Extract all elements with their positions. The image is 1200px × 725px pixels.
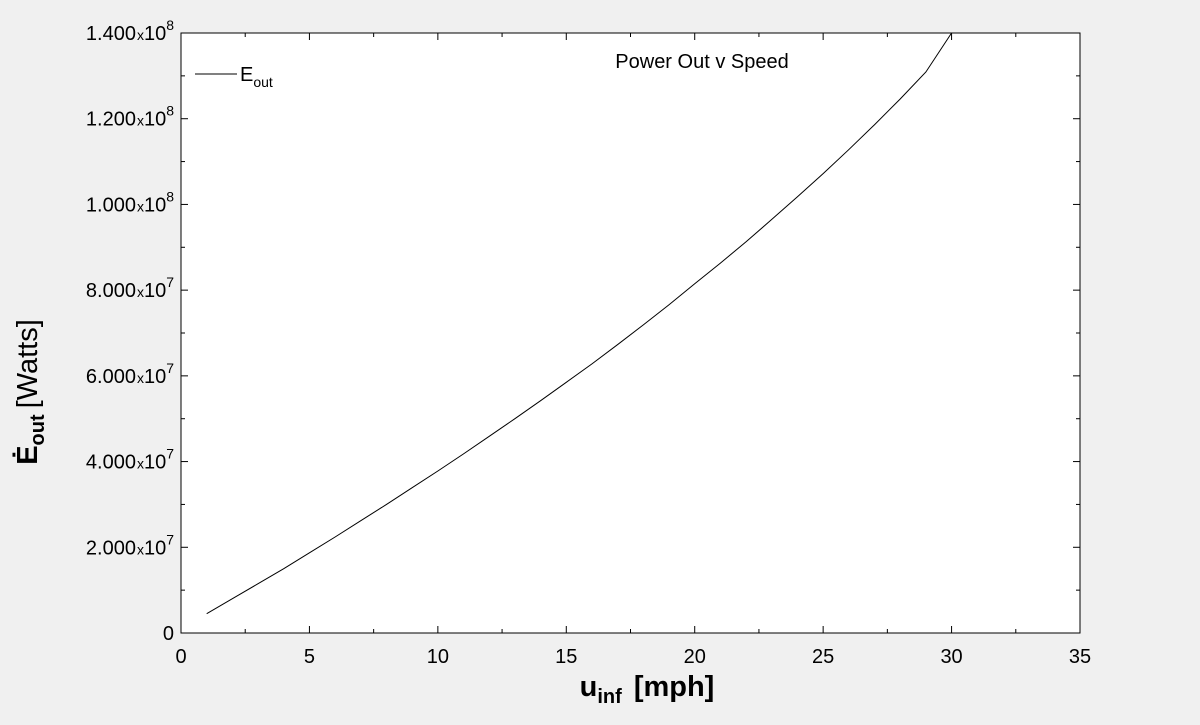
legend-label: Eout bbox=[240, 64, 273, 90]
x-axis-label-sub: inf bbox=[597, 686, 622, 708]
x-tick-label: 35 bbox=[1069, 646, 1091, 668]
y-tick-label: 8.000x107 bbox=[86, 274, 174, 302]
series-layer bbox=[206, 32, 952, 615]
x-tick-label: 15 bbox=[555, 646, 577, 668]
x-tick-label: 20 bbox=[684, 646, 706, 668]
x-tick-label: 25 bbox=[812, 646, 834, 668]
y-tick-label: 1.400x108 bbox=[86, 17, 174, 45]
x-axis-label-main: u bbox=[580, 671, 598, 703]
y-axis-label-unit: [Watts] bbox=[12, 319, 44, 408]
y-tick-label: 6.000x107 bbox=[86, 360, 174, 388]
chart-title: Power Out v Speed bbox=[615, 51, 788, 73]
plot-background bbox=[180, 32, 1081, 634]
legend: Eout bbox=[195, 64, 273, 90]
x-axis-label: uinf [mph] bbox=[580, 671, 715, 708]
y-tick-label: 4.000x107 bbox=[86, 446, 174, 474]
y-axis-label-main: Ė bbox=[12, 445, 44, 464]
legend-label-sub: out bbox=[253, 74, 273, 90]
x-tick-label: 10 bbox=[427, 646, 449, 668]
y-tick-label: 1.200x108 bbox=[86, 103, 174, 131]
ticks-layer: 0 5 10 15 20 25 30 35 0 2.000x107 4.000x107 6.000x1… bbox=[86, 17, 1091, 668]
x-tick-label: 5 bbox=[304, 646, 315, 668]
y-tick-label: 2.000x107 bbox=[86, 531, 174, 559]
y-tick-label: 0 bbox=[163, 623, 174, 645]
series-line-e-out bbox=[206, 32, 952, 615]
legend-label-main: E bbox=[240, 64, 253, 86]
y-axis-label-sub: out bbox=[27, 414, 49, 445]
x-axis-label-unit: [mph] bbox=[634, 671, 715, 703]
y-axis-label: Ėout [Watts] bbox=[12, 319, 49, 465]
x-tick-label: 0 bbox=[175, 646, 186, 668]
y-tick-label: 1.000x108 bbox=[86, 188, 174, 216]
x-tick-label: 30 bbox=[940, 646, 962, 668]
